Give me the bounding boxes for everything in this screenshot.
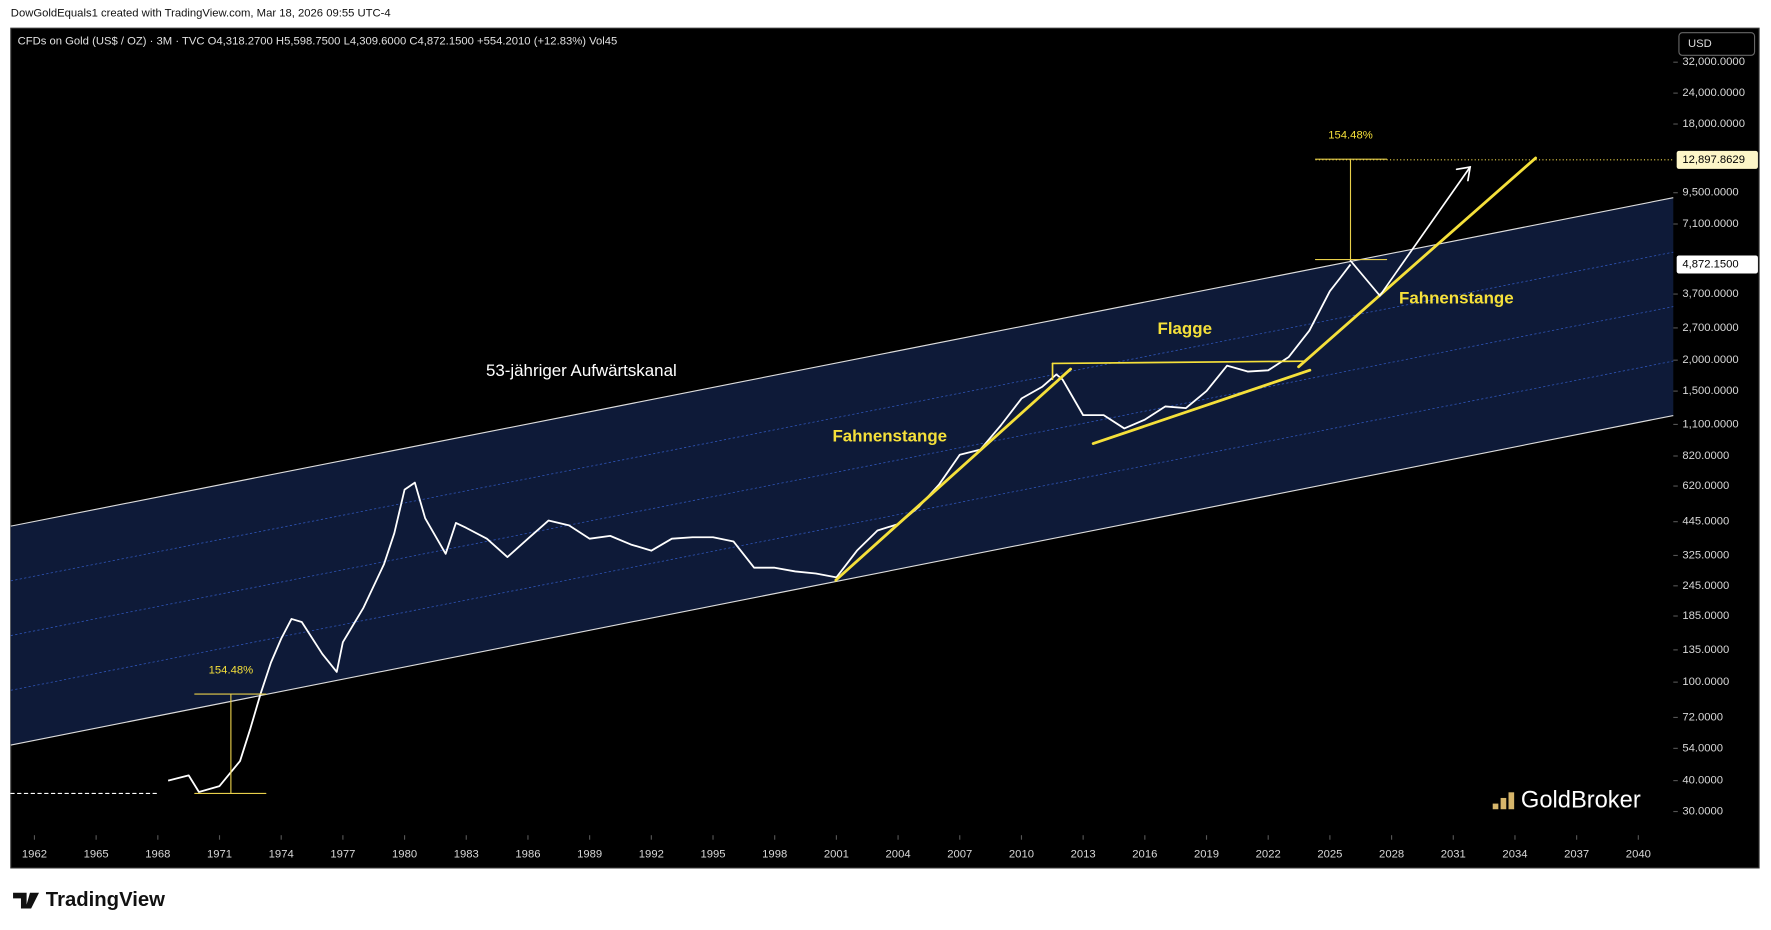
x-tick-label: 2040 <box>1626 848 1651 860</box>
y-tick-label: 185.0000 <box>1682 610 1729 622</box>
x-tick-label: 2016 <box>1132 848 1157 860</box>
currency[interactable]: USD <box>1688 38 1712 50</box>
x-tick-label: 1968 <box>145 848 170 860</box>
x-tick-label: 1980 <box>392 848 417 860</box>
x-tick-label: 2019 <box>1194 848 1219 860</box>
footer-logo: TradingView <box>13 889 165 911</box>
y-tick-label: 32,000.0000 <box>1682 56 1745 68</box>
y-tick-label: 325.0000 <box>1682 549 1729 561</box>
y-tick-label: 54.0000 <box>1682 742 1723 754</box>
y-tick-label: 100.0000 <box>1682 676 1729 688</box>
x-tick-label: 1962 <box>22 848 47 860</box>
x-tick-label: 1974 <box>269 848 294 860</box>
x-tick-label: 1986 <box>515 848 540 860</box>
y-tick-label: 820.0000 <box>1682 450 1729 462</box>
y-tick-label: 2,700.0000 <box>1682 322 1738 334</box>
price-line-series <box>167 263 1352 793</box>
price-tag <box>1676 150 1758 169</box>
annotation: Fahnenstange <box>832 426 947 445</box>
y-tick-label: 7,100.0000 <box>1682 218 1738 230</box>
x-tick-label: 1998 <box>762 848 787 860</box>
measure <box>194 158 1388 794</box>
y-tick-label: 3,700.0000 <box>1682 288 1738 300</box>
x-tick-label: 2022 <box>1256 848 1281 860</box>
legend: CFDs on Gold (US$ / OZ) · 3M · TVC O4,31… <box>18 36 618 48</box>
x-tick-label: 1983 <box>454 848 479 860</box>
tv-icon <box>30 893 37 899</box>
x-tick-label: 2013 <box>1071 848 1096 860</box>
y-tick-label: 40.0000 <box>1682 775 1723 787</box>
pole-line <box>1297 156 1538 369</box>
footer-text: TradingView <box>46 889 165 911</box>
x-tick-label: 1995 <box>700 848 725 860</box>
arrow-head <box>1455 166 1472 182</box>
y-tick-label: 135.0000 <box>1682 644 1729 656</box>
y-tick-label: 9,500.0000 <box>1682 187 1738 199</box>
y-tick-label: 72.0000 <box>1682 711 1723 723</box>
credit: DowGoldEquals1 created with TradingView.… <box>11 8 391 20</box>
currency-button[interactable] <box>1678 32 1756 56</box>
x-tick-label: 2031 <box>1441 848 1466 860</box>
channel-lower <box>10 414 1674 746</box>
y-tick-label: 30.0000 <box>1682 806 1723 818</box>
x-tick-label: 1989 <box>577 848 602 860</box>
price-tag <box>1676 255 1758 274</box>
x-tick-label: 1992 <box>639 848 664 860</box>
flag-bottom <box>1091 368 1312 445</box>
x-tick-label: 2037 <box>1564 848 1589 860</box>
annotation: 154.48% <box>1328 129 1372 141</box>
x-tick-label: 2004 <box>886 848 911 860</box>
y-tick-label: 620.0000 <box>1682 480 1729 492</box>
annotation: 154.48% <box>209 664 253 676</box>
x-tick-label: 2028 <box>1379 848 1404 860</box>
channel-upper <box>10 197 1674 527</box>
channel-fill <box>10 197 1674 746</box>
x-tick-label: 2034 <box>1502 848 1527 860</box>
projection-arrow <box>1349 166 1471 298</box>
annotation: Fahnenstange <box>1399 289 1514 308</box>
price-tag-label: 12,897.8629 <box>1682 154 1745 166</box>
flag-top <box>1051 360 1306 365</box>
drawings: 53-jähriger Aufwärtskanal Fahnenstange F… <box>10 129 1538 794</box>
logo-bar <box>1500 797 1507 810</box>
y-tick-label: 1,500.0000 <box>1682 385 1738 397</box>
x-tick-label: 1977 <box>330 848 355 860</box>
logo-bar <box>1492 803 1499 810</box>
x-tick-label: 2007 <box>947 848 972 860</box>
y-tick-label: 24,000.0000 <box>1682 87 1745 99</box>
y-tick-label: 2,000.0000 <box>1682 354 1738 366</box>
y-tick-label: 245.0000 <box>1682 580 1729 592</box>
plot-area: 30.0000 40.0000 54.0000 72.0000 100.0000 135.… <box>10 56 1758 860</box>
x-tick-label: 1965 <box>84 848 109 860</box>
pole-line <box>834 367 1073 582</box>
watermark-text: GoldBroker <box>1521 788 1641 814</box>
y-tick-label: 445.0000 <box>1682 516 1729 528</box>
x-tick-label: 2001 <box>824 848 849 860</box>
price-tag-label: 4,872.1500 <box>1682 258 1738 270</box>
y-tick-label: 18,000.0000 <box>1682 118 1745 130</box>
x-tick-label: 1971 <box>207 848 232 860</box>
x-tick-label: 2025 <box>1317 848 1342 860</box>
x-tick-label: 2010 <box>1009 848 1034 860</box>
annotation: 53-jähriger Aufwärtskanal <box>486 361 677 380</box>
annotation: Flagge <box>1158 319 1212 338</box>
logo-bar <box>1508 792 1515 810</box>
watermark: GoldBroker <box>1492 788 1641 814</box>
y-tick-label: 1,100.0000 <box>1682 418 1738 430</box>
